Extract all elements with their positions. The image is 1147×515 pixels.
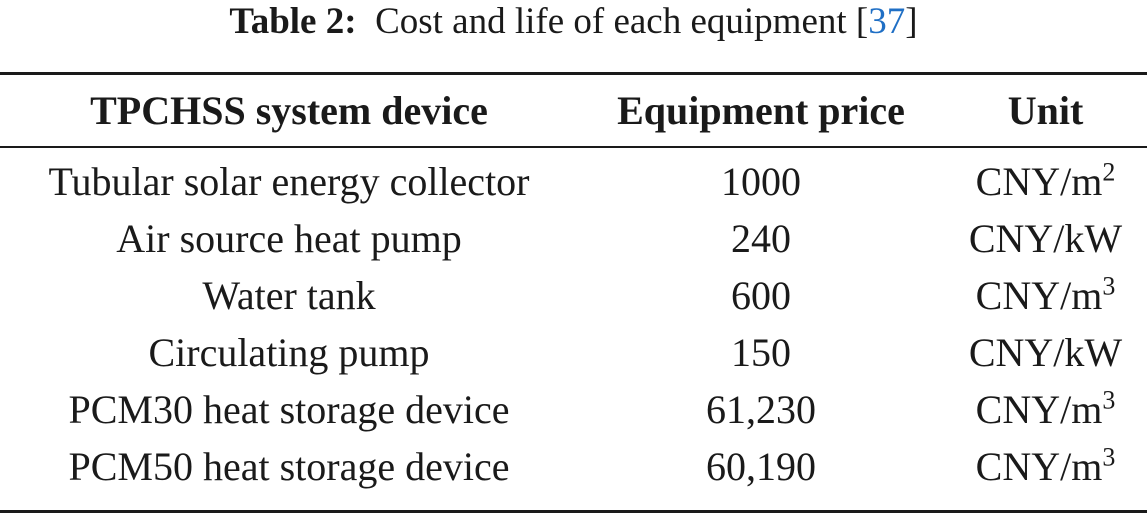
equipment-cost-table: TPCHSS system device Equipment price Uni…: [0, 75, 1147, 495]
header-price: Equipment price: [617, 88, 905, 133]
unit-base: CNY/m: [975, 273, 1103, 318]
unit-base: CNY/kW: [968, 216, 1123, 261]
unit-exponent: 2: [1102, 157, 1116, 187]
unit-exponent: 3: [1102, 385, 1116, 415]
unit-base: CNY/m: [975, 387, 1103, 432]
table-row: PCM50 heat storage device 60,190 CNY/m3: [0, 438, 1147, 495]
cell-price: 61,230: [706, 387, 816, 432]
cell-device: Water tank: [202, 273, 376, 318]
top-rule: [0, 72, 1147, 75]
unit-base: CNY/m: [975, 444, 1103, 489]
cell-device: PCM50 heat storage device: [68, 444, 510, 489]
cell-price: 240: [731, 216, 791, 261]
caption-label: Table 2:: [229, 1, 357, 42]
table-caption: Table 2: Cost and life of each equipment…: [0, 0, 1147, 48]
table-row: Water tank 600 CNY/m3: [0, 267, 1147, 324]
cell-device: Tubular solar energy collector: [48, 159, 530, 204]
table-row: PCM30 heat storage device 61,230 CNY/m3: [0, 381, 1147, 438]
header-device: TPCHSS system device: [90, 88, 488, 133]
cell-price: 60,190: [706, 444, 816, 489]
citation-link[interactable]: 37: [868, 1, 906, 42]
cell-device: Air source heat pump: [116, 216, 462, 261]
unit-exponent: 3: [1102, 271, 1116, 301]
caption-text: Cost and life of each equipment: [375, 1, 847, 42]
bottom-rule: [0, 510, 1147, 513]
cell-price: 1000: [721, 159, 801, 204]
caption-citation[interactable]: [37]: [855, 1, 918, 42]
table-row: Air source heat pump 240 CNY/kW: [0, 210, 1147, 267]
table-row: Tubular solar energy collector 1000 CNY/…: [0, 153, 1147, 210]
cell-unit: CNY/kW: [944, 324, 1147, 381]
cell-unit: CNY/m3: [944, 438, 1147, 495]
table-header-row: TPCHSS system device Equipment price Uni…: [0, 75, 1147, 146]
cell-unit: CNY/kW: [944, 210, 1147, 267]
cell-price: 600: [731, 273, 791, 318]
cell-unit: CNY/m2: [944, 153, 1147, 210]
unit-base: CNY/m: [975, 159, 1103, 204]
table-row: Circulating pump 150 CNY/kW: [0, 324, 1147, 381]
cell-price: 150: [731, 330, 791, 375]
cell-device: Circulating pump: [148, 330, 430, 375]
cell-unit: CNY/m3: [944, 267, 1147, 324]
header-unit: Unit: [1007, 88, 1084, 133]
header-rule: [0, 146, 1147, 148]
unit-base: CNY/kW: [968, 330, 1123, 375]
cell-unit: CNY/m3: [944, 381, 1147, 438]
unit-exponent: 3: [1102, 442, 1116, 472]
cell-device: PCM30 heat storage device: [68, 387, 510, 432]
